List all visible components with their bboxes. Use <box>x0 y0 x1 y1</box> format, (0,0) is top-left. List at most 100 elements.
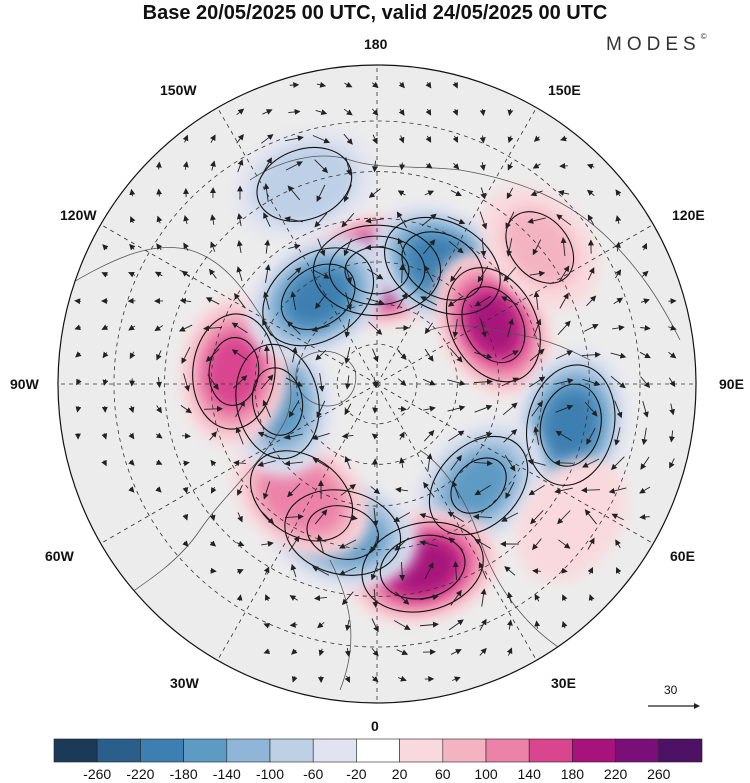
wind-arrow <box>534 593 541 602</box>
wind-arrow <box>285 161 303 171</box>
wind-arrow <box>101 459 107 467</box>
wind-arrow <box>474 295 491 307</box>
anomaly-level <box>448 455 509 516</box>
wind-arrow <box>612 324 625 331</box>
wind-arrow <box>257 431 276 440</box>
wind-arrow <box>367 268 384 280</box>
wind-arrow <box>236 266 243 282</box>
wind-arrow <box>448 619 464 631</box>
wind-arrow <box>182 513 189 521</box>
wind-arrow <box>507 162 514 171</box>
wind-arrow <box>344 346 351 364</box>
map-title: Base 20/05/2025 00 UTC, valid 24/05/2025… <box>142 2 608 24</box>
colorbar-swatch <box>183 738 228 763</box>
wind-arrow <box>639 486 651 494</box>
wind-arrow <box>182 134 189 143</box>
wind-arrow <box>371 618 379 633</box>
parallel-circle <box>254 261 500 507</box>
colorbar-tick-label: -260 <box>83 766 111 782</box>
wind-arrow <box>314 212 328 228</box>
wind-arrow <box>479 618 487 631</box>
wind-arrow <box>506 647 513 656</box>
colorbar-swatch <box>615 738 660 763</box>
wind-arrow <box>531 400 543 417</box>
wind-arrow <box>155 459 163 465</box>
colorbar-swatch <box>312 738 357 763</box>
wind-arrow <box>262 481 271 500</box>
map-area <box>58 65 696 703</box>
wind-arrow <box>263 183 270 202</box>
lon-label-60w: 60W <box>45 548 74 564</box>
wind-arrow <box>393 512 411 523</box>
wind-arrow <box>233 375 248 389</box>
lon-label-120e: 120E <box>672 207 705 223</box>
wind-arrow <box>477 266 489 283</box>
wind-arrow <box>236 108 245 116</box>
wind-arrow <box>101 324 109 330</box>
wind-arrow <box>183 373 190 392</box>
colorbar-swatch <box>442 738 487 763</box>
wind-arrow <box>507 318 514 337</box>
wind-arrow <box>314 595 328 602</box>
wind-arrow <box>236 540 245 547</box>
wind-arrow <box>291 675 298 683</box>
wind-arrow <box>203 405 223 412</box>
wind-arrow <box>284 513 304 520</box>
wind-arrow <box>312 566 330 576</box>
colorbar-tick-label: 220 <box>604 766 628 782</box>
wind-arrow <box>155 161 162 170</box>
wind-arrow <box>425 162 433 169</box>
wind-arrow <box>398 405 407 412</box>
wind-arrow <box>529 376 546 388</box>
wind-arrow <box>555 378 574 385</box>
wind-arrow <box>345 619 351 632</box>
wind-arrow <box>181 270 190 278</box>
wind-arrow <box>556 214 572 226</box>
wind-arrow <box>586 295 597 307</box>
wind-arrow <box>209 513 216 522</box>
wind-arrow <box>398 108 405 116</box>
wind-arrow <box>423 405 436 412</box>
wind-arrow <box>178 324 193 332</box>
wind-arrow <box>452 319 459 338</box>
wind-arrow <box>533 318 542 337</box>
lon-label-90w: 90W <box>10 376 39 392</box>
colorbar-tick-label: 180 <box>561 766 585 782</box>
colorbar-tick-label: 60 <box>435 766 451 782</box>
wind-arrow <box>668 377 676 388</box>
wind-arrow <box>397 237 406 256</box>
wind-arrow <box>262 319 272 337</box>
colorbar-tick-label: -100 <box>256 766 284 782</box>
meridian-line <box>376 107 537 385</box>
wind-arrow <box>450 190 462 197</box>
wind-arrow <box>420 594 439 601</box>
wind-arrow <box>399 457 405 468</box>
wind-arrow <box>128 271 136 278</box>
wind-arrow <box>129 351 136 360</box>
wind-arrow <box>452 135 459 143</box>
wind-arrow <box>76 378 82 386</box>
wind-arrow <box>480 319 487 338</box>
wind-arrow <box>560 237 567 257</box>
wind-arrow <box>448 537 463 551</box>
wind-arrow <box>344 403 352 416</box>
wind-arrow <box>507 108 514 116</box>
lon-label-30e: 30E <box>551 675 576 691</box>
wind-arrow <box>480 187 487 200</box>
contour-line <box>249 450 354 542</box>
wind-arrow <box>395 591 410 605</box>
wind-arrow <box>424 190 435 196</box>
wind-arrow <box>237 159 244 173</box>
wind-arrow <box>478 561 487 580</box>
wind-arrow <box>260 510 275 525</box>
wind-arrow <box>208 268 217 279</box>
meridian-line <box>100 224 378 385</box>
wind-arrow <box>261 540 274 547</box>
wind-arrow <box>372 588 379 608</box>
wind-arrow <box>642 401 649 418</box>
wind-arrow <box>284 460 304 467</box>
wind-arrow <box>316 400 326 419</box>
wind-arrow <box>314 509 328 525</box>
wind-arrow <box>394 537 409 551</box>
